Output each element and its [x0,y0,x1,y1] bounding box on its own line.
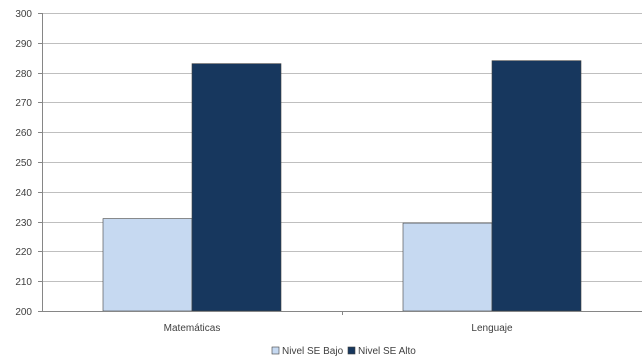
legend-label: Nivel SE Alto [358,346,416,357]
legend-label: Nivel SE Bajo [282,346,344,357]
legend-swatch [271,346,280,355]
bar-nivel-se-bajo [102,218,193,312]
y-axis-tick-labels: 200 210 220 230 240 250 260 270 280 290 300 [15,9,32,318]
bar-nivel-se-alto [491,60,582,312]
bars [102,60,582,312]
y-tick-label: 260 [15,128,32,139]
category-label: Matemáticas [164,323,221,334]
y-tick-label: 240 [15,188,32,199]
y-tick-label: 280 [15,69,32,80]
y-tick-label: 220 [15,247,32,258]
y-tick-label: 230 [15,218,32,229]
y-tick-label: 200 [15,307,32,318]
category-label: Lenguaje [471,323,513,334]
y-tick-label: 270 [15,98,32,109]
legend-swatch [347,346,356,355]
legend: Nivel SE Bajo Nivel SE Alto [271,346,416,357]
y-tick-label: 300 [15,9,32,20]
y-tick-label: 290 [15,39,32,50]
bar-nivel-se-bajo [402,222,493,312]
axes [38,13,642,315]
y-tick-label: 210 [15,277,32,288]
y-tick-label: 250 [15,158,32,169]
category-labels: Matemáticas Lenguaje [164,323,513,334]
bar-nivel-se-alto [191,63,282,312]
